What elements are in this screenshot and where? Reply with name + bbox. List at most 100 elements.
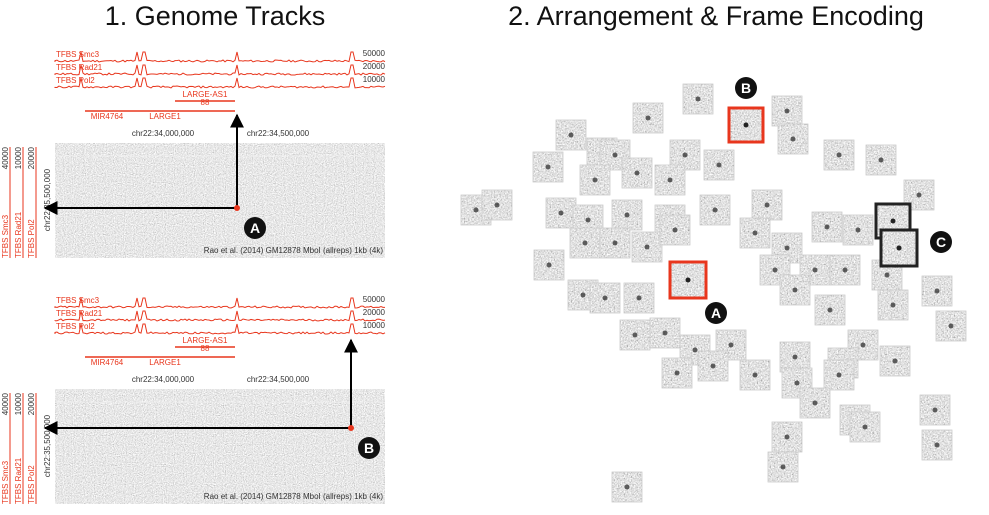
thumbnail-dot bbox=[662, 330, 668, 336]
thumbnail-border bbox=[481, 189, 513, 221]
thumbnail-dot bbox=[934, 442, 940, 448]
thumbnail-dot bbox=[612, 240, 618, 246]
thumbnail-dot bbox=[794, 380, 800, 386]
thumbnail-border bbox=[599, 139, 631, 171]
thumbnail-cloud bbox=[460, 83, 967, 503]
thumbnail-border bbox=[779, 274, 811, 306]
thumbnail-dot bbox=[636, 295, 642, 301]
thumbnail-border bbox=[682, 83, 714, 115]
y-coordinate: chr22:35,500,000 bbox=[43, 414, 52, 477]
thumbnail-dot bbox=[545, 164, 551, 170]
thumbnail-dot bbox=[812, 267, 818, 273]
thumbnail-dot bbox=[612, 152, 618, 158]
panel-title: 2. Arrangement & Frame Encoding bbox=[508, 1, 924, 31]
thumbnail-dot bbox=[674, 370, 680, 376]
thumbnail-dot bbox=[890, 302, 896, 308]
thumbnail-border bbox=[621, 157, 653, 189]
matrix-caption: Rao et al. (2014) GM12878 MboI (allreps)… bbox=[204, 246, 384, 255]
thumbnail-frame bbox=[668, 260, 708, 300]
thumbnail-dot bbox=[743, 122, 749, 128]
thumbnail-dot bbox=[582, 240, 588, 246]
thumbnail-border bbox=[921, 429, 953, 461]
thumbnail-border bbox=[703, 149, 735, 181]
thumbnail-border bbox=[679, 334, 711, 366]
thumbnail-border bbox=[661, 357, 693, 389]
panel-title: 1. Genome Tracks bbox=[105, 1, 326, 31]
track-signal bbox=[54, 51, 386, 63]
thumbnail-dot bbox=[644, 244, 650, 250]
thumbnail-dot bbox=[624, 212, 630, 218]
side-track-max: 10000 bbox=[14, 146, 23, 169]
marker-label: A bbox=[250, 220, 260, 236]
thumbnail-dot bbox=[780, 464, 786, 470]
thumbnail-border bbox=[935, 310, 967, 342]
genome-panel: TFBS Smc3 50000 TFBS Rad21 20000 TFBS Pol2 10… bbox=[1, 49, 386, 258]
thumbnail-border bbox=[811, 211, 843, 243]
thumbnail-dot bbox=[592, 177, 598, 183]
thumbnail-dot bbox=[784, 108, 790, 114]
thumbnail-frame bbox=[727, 106, 765, 144]
thumbnail-border bbox=[697, 350, 729, 382]
thumbnail-border bbox=[879, 345, 911, 377]
thumbnail-dot bbox=[716, 162, 722, 168]
thumbnail-border bbox=[555, 119, 587, 151]
thumbnail-dot bbox=[842, 267, 848, 273]
thumbnail-dot bbox=[932, 407, 938, 413]
side-track-max: 40000 bbox=[1, 146, 10, 169]
marker-badge bbox=[735, 77, 757, 99]
thumbnail-dot bbox=[772, 267, 778, 273]
thumbnail-dot bbox=[685, 277, 691, 283]
thumbnail-dot bbox=[784, 434, 790, 440]
thumbnail-dot bbox=[695, 96, 701, 102]
thumbnail-dot bbox=[632, 332, 638, 338]
track-label: TFBS Smc3 bbox=[56, 50, 100, 59]
track-label: TFBS Smc3 bbox=[56, 296, 100, 305]
genome-panel: TFBS Smc3 50000 TFBS Rad21 20000 TFBS Pol2 10… bbox=[1, 295, 386, 504]
thumbnail-dot bbox=[585, 217, 591, 223]
thumbnail-dot bbox=[645, 115, 651, 121]
point bbox=[348, 425, 354, 431]
thumbnail-dot bbox=[792, 287, 798, 293]
thumbnail-frame bbox=[879, 228, 919, 268]
side-track-label: TFBS Pol2 bbox=[27, 465, 36, 504]
thumbnail-dot bbox=[812, 400, 818, 406]
track-label: TFBS Pol2 bbox=[56, 76, 95, 85]
side-track-max: 20000 bbox=[27, 146, 36, 169]
thumbnail-border bbox=[739, 359, 771, 391]
coordinate: chr22:34,000,000 bbox=[132, 375, 195, 384]
thumbnail-border bbox=[579, 164, 611, 196]
thumbnail-border bbox=[847, 329, 879, 361]
side-track-label: TFBS Smc3 bbox=[1, 214, 10, 258]
thumbnail-dot bbox=[836, 152, 842, 158]
thumbnail-border bbox=[611, 471, 643, 503]
track-max: 10000 bbox=[363, 75, 386, 84]
thumbnail-border bbox=[777, 123, 809, 155]
thumbnail-dot bbox=[836, 372, 842, 378]
gene-label: LARGE-AS1 bbox=[183, 90, 228, 99]
thumbnail-border bbox=[842, 214, 874, 246]
thumbnail-border bbox=[759, 254, 791, 286]
track-max: 20000 bbox=[363, 62, 386, 71]
track-signal bbox=[54, 64, 386, 76]
thumbnail-dot bbox=[692, 347, 698, 353]
side-track-max: 10000 bbox=[14, 392, 23, 415]
thumbnail-dot bbox=[568, 132, 574, 138]
track-label: TFBS Rad21 bbox=[56, 63, 103, 72]
thumbnail-border bbox=[903, 179, 935, 211]
gene-label: LARGE1 bbox=[149, 358, 181, 367]
thumbnail-dot bbox=[634, 170, 640, 176]
hic-matrix bbox=[55, 143, 385, 258]
coordinate: chr22:34,500,000 bbox=[247, 129, 310, 138]
coordinate: chr22:34,000,000 bbox=[132, 129, 195, 138]
thumbnail-border bbox=[532, 151, 564, 183]
marker-label: C bbox=[936, 234, 946, 250]
thumbnail-border bbox=[589, 282, 621, 314]
thumbnail-dot bbox=[948, 323, 954, 329]
thumbnail-dot bbox=[752, 372, 758, 378]
marker-badge bbox=[930, 231, 952, 253]
thumbnail-dot bbox=[602, 295, 608, 301]
side-track-max: 40000 bbox=[1, 392, 10, 415]
thumbnail-dot bbox=[916, 192, 922, 198]
thumbnail-dot bbox=[827, 307, 833, 313]
gene-label: LARGE1 bbox=[149, 112, 181, 121]
